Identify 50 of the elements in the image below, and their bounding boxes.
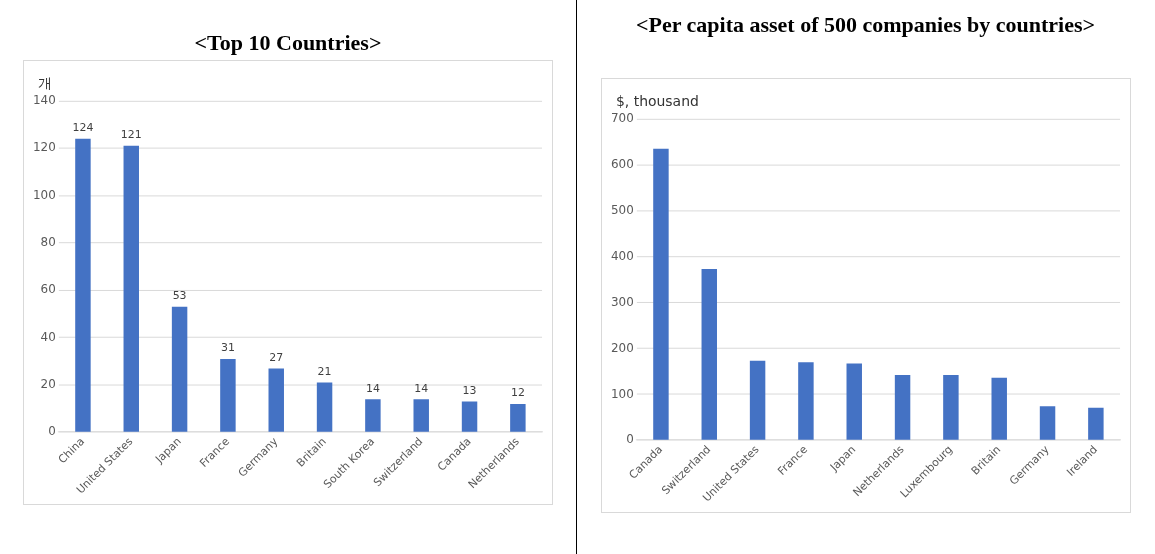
bar [123,145,139,432]
bar [220,358,236,432]
y-tick-label: 0 [48,424,56,439]
chart-title: <Per capita asset of 500 companies by countries> [634,11,1097,39]
y-tick-label: 20 [40,377,56,392]
y-tick-label: 100 [32,187,56,202]
bar [75,138,91,432]
bar [1087,407,1104,440]
bar [510,403,526,432]
data-label: 14 [365,381,380,395]
bar [268,368,284,432]
y-tick-label: 120 [32,140,56,155]
bar [942,375,959,440]
y-tick-label: 300 [610,294,634,309]
y-tick-label: 600 [610,156,634,171]
y-axis-title: 개 [37,74,52,91]
bar [894,375,910,440]
data-label: 14 [414,381,429,395]
data-label: 31 [220,341,235,355]
data-label: 27 [269,350,284,364]
y-tick-label: 140 [32,92,56,107]
bar [990,377,1007,440]
data-label: 121 [120,128,142,142]
bar [316,382,333,432]
y-tick-label: 60 [40,282,56,297]
bar [797,362,814,440]
y-axis-title: $, thousand [615,92,699,109]
bar [171,306,188,432]
y-tick-label: 0 [625,432,634,447]
y-tick-label: 500 [610,202,634,217]
bar [749,360,765,440]
y-tick-label: 400 [610,248,634,263]
chart-title: <Top 10 Countries> [193,29,383,57]
data-label: 12 [510,386,525,400]
bar [701,269,717,440]
y-tick-label: 100 [610,386,634,401]
data-label: 53 [172,289,187,303]
bar [652,148,669,440]
y-tick-label: 700 [610,110,634,125]
bar [413,399,429,432]
y-tick-label: 40 [40,329,56,344]
data-label: 21 [317,364,332,378]
data-label: 13 [462,383,477,397]
bar [1039,406,1055,440]
bar [365,399,381,432]
bar [846,363,862,440]
y-tick-label: 200 [610,340,634,355]
data-label: 124 [72,121,94,135]
y-tick-label: 80 [40,235,56,249]
bar [461,401,478,432]
